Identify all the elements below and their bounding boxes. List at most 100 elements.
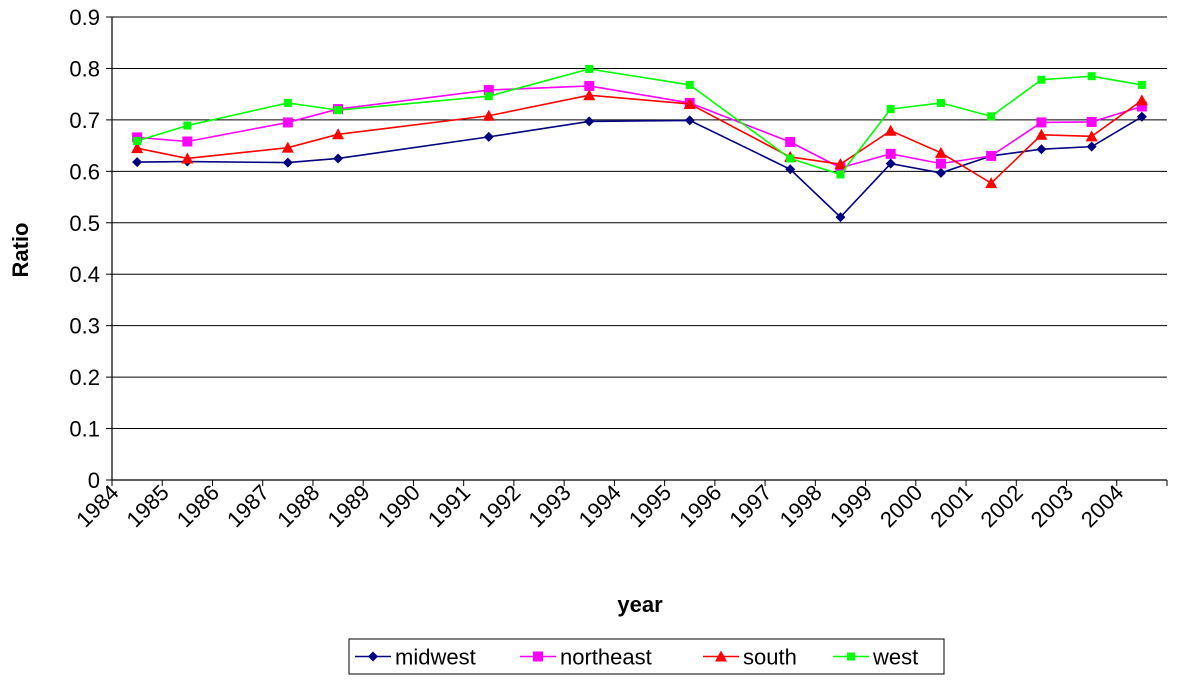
data-point-midwest [935, 167, 946, 178]
data-point-midwest [333, 153, 344, 164]
data-point-west [133, 136, 142, 145]
data-point-midwest [785, 164, 796, 175]
x-tick-label: 1990 [373, 480, 425, 532]
x-tick-label: 1996 [674, 480, 726, 532]
data-point-west [484, 92, 493, 101]
data-point-west [886, 105, 895, 114]
data-point-west [334, 106, 343, 115]
legend-marker-northeast [533, 651, 543, 662]
data-point-northeast [584, 80, 595, 91]
data-point-west [283, 98, 292, 107]
x-tick-label: 2004 [1076, 480, 1128, 532]
data-point-west [987, 112, 996, 121]
x-tick-label: 1998 [775, 480, 827, 532]
data-point-south [834, 158, 847, 170]
x-tick-label: 1994 [574, 480, 626, 532]
data-point-south [583, 89, 596, 101]
legend-label-northeast: northeast [560, 645, 652, 670]
data-point-northeast [885, 148, 896, 159]
legend-label-midwest: midwest [395, 645, 476, 670]
x-tick-label: 1988 [272, 480, 324, 532]
y-tick-label: 0.8 [69, 56, 100, 81]
x-tick-label: 2002 [976, 480, 1028, 532]
data-point-midwest [483, 131, 494, 142]
data-point-south [1035, 128, 1048, 140]
y-tick-label: 0.3 [69, 314, 100, 339]
data-point-south [181, 152, 194, 164]
x-tick-label: 1995 [624, 480, 676, 532]
data-point-northeast [1036, 117, 1047, 128]
y-axis-title: Ratio [8, 223, 33, 278]
y-tick-label: 0.1 [69, 417, 100, 442]
data-point-northeast [1136, 101, 1147, 112]
series-west [133, 64, 1146, 179]
data-point-west [836, 170, 845, 179]
y-tick-label: 0.4 [69, 262, 100, 287]
y-tick-label: 0.6 [69, 159, 100, 184]
data-point-south [332, 128, 345, 140]
legend: midwest northeast south west [348, 638, 945, 675]
data-point-midwest [584, 116, 595, 127]
data-point-west [1037, 75, 1046, 84]
x-tick-label: 1993 [523, 480, 575, 532]
series-northeast [132, 80, 1147, 173]
data-point-west [936, 98, 945, 107]
data-point-south [985, 177, 998, 189]
data-point-midwest [1136, 111, 1147, 122]
data-point-northeast [182, 136, 193, 147]
y-tick-label: 0 [88, 468, 100, 493]
series-layer [131, 64, 1148, 223]
x-tick-label: 1999 [825, 480, 877, 532]
data-point-west [1137, 80, 1146, 89]
data-point-south [934, 146, 947, 158]
data-point-west [183, 121, 192, 130]
data-point-south [1135, 94, 1148, 106]
data-point-south [131, 142, 144, 154]
x-tick-label: 1985 [121, 480, 173, 532]
x-tick-label: 1991 [423, 480, 475, 532]
data-point-northeast [282, 117, 293, 128]
x-tick-label: 1984 [71, 480, 123, 532]
legend-marker-south [715, 650, 727, 662]
axes: 0 0.1 0.2 0.3 0.4 0.5 0.6 0.7 0.8 0.9 198419851986… [69, 5, 1168, 532]
legend-label-west: west [872, 645, 918, 670]
data-point-west [685, 80, 694, 89]
data-point-midwest [1086, 141, 1097, 152]
y-tick-label: 0.9 [69, 5, 100, 30]
data-point-northeast [935, 158, 946, 169]
x-tick-label: 1989 [322, 480, 374, 532]
data-point-west [1087, 72, 1096, 81]
data-point-midwest [885, 158, 896, 169]
x-axis-title: year [617, 592, 663, 617]
x-tick-label: 1986 [172, 480, 224, 532]
data-point-south [683, 97, 696, 109]
data-point-northeast [986, 150, 997, 161]
data-point-midwest [132, 157, 143, 168]
y-tick-label: 0.2 [69, 365, 100, 390]
x-tick-label: 2001 [925, 480, 977, 532]
x-tick-label: 1992 [473, 480, 525, 532]
legend-label-south: south [743, 645, 797, 670]
legend-marker-west [847, 652, 855, 661]
data-point-northeast [1086, 116, 1097, 127]
data-point-midwest [835, 212, 846, 223]
data-point-midwest [1036, 144, 1047, 155]
data-point-northeast [785, 137, 796, 148]
data-point-west [786, 154, 795, 163]
data-point-south [281, 141, 294, 153]
y-tick-label: 0.7 [69, 108, 100, 133]
data-point-midwest [282, 157, 293, 168]
data-point-south [482, 109, 495, 121]
data-point-south [884, 124, 897, 136]
data-point-northeast [483, 85, 494, 96]
y-tick-label: 0.5 [69, 211, 100, 236]
series-line-south [136, 94, 1143, 185]
data-point-south [1085, 130, 1098, 142]
legend-marker-midwest [368, 651, 378, 662]
x-tick-label: 2003 [1026, 480, 1078, 532]
series-midwest [132, 111, 1147, 223]
data-point-west [585, 64, 594, 73]
gridlines [112, 16, 1167, 430]
